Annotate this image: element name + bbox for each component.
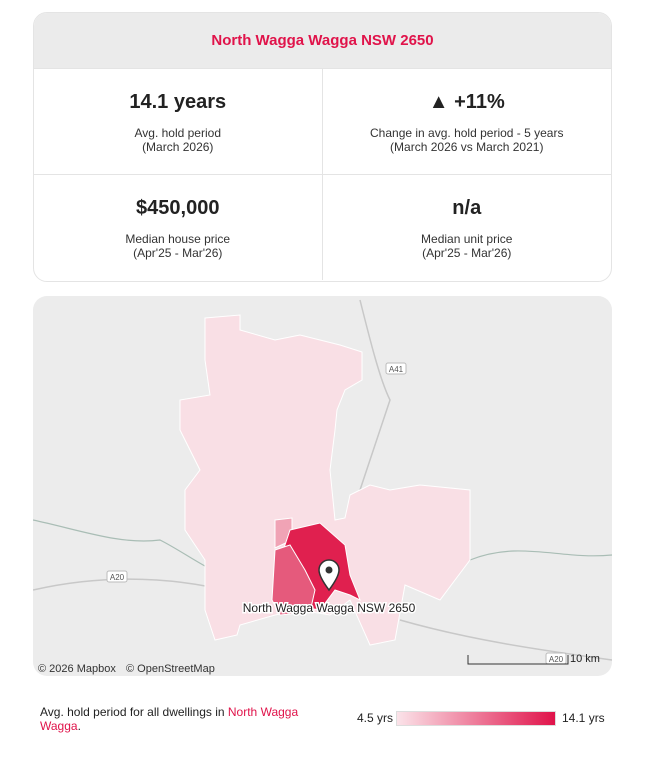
stat-value: $450,000 [136,197,220,219]
stat-sublabel: (Apr'25 - Mar'26) [422,246,512,260]
road-label: A41 [389,365,404,374]
region [271,544,316,616]
scale-bar [467,655,569,665]
region [179,314,471,646]
legend-highlight: North Wagga Wagga [40,705,299,733]
scale-label: 10 km [570,653,600,665]
title: North Wagga Wagga NSW 2650 [34,13,611,68]
legend-min: 4.5 yrs [357,711,394,725]
stat-label: Median house price [125,232,231,246]
stat-sublabel: (March 2026 vs March 2021) [390,140,544,154]
stat-label: Avg. hold period [134,126,221,140]
stat-label: Change in avg. hold period - 5 years [370,126,564,140]
attribution[interactable]: © 2026 Mapbox [38,663,116,675]
attribution[interactable]: © OpenStreetMap [126,663,215,675]
stat-cell: ▲ +11% Change in avg. hold period - 5 yea… [322,68,611,174]
stats-grid: 14.1 years Avg. hold period (March 2026) ▲ … [34,68,611,280]
legend-max: 14.1 yrs [562,711,605,725]
stat-sublabel: (Apr'25 - Mar'26) [133,246,223,260]
road [359,299,391,491]
stat-value: 14.1 years [129,91,227,113]
pin [318,559,340,592]
stats-card: North Wagga Wagga NSW 2650 14.1 years Avg… [33,12,612,282]
pin-dot [325,566,333,574]
road-label: A20 [110,573,125,582]
legend-text-end: . [77,719,81,733]
legend-gradient [396,711,556,726]
legend-text: Avg. hold period for all dwellings in No… [40,705,330,733]
stat-value: ▲ +11% [428,91,505,113]
stat-label: Median unit price [421,232,513,246]
map-svg: North Wagga Wagga NSW 2650 A41 A20 A20 ©… [33,296,612,676]
place-label: North Wagga Wagga NSW 2650 [243,601,416,615]
stat-value: n/a [452,197,482,219]
stat-cell: 14.1 years Avg. hold period (March 2026) [34,68,323,174]
stat-cell: n/a Median unit price (Apr'25 - Mar'26) [322,174,611,280]
stat-cell: $450,000 Median house price (Apr'25 - Mar'… [34,174,323,280]
map[interactable]: North Wagga Wagga NSW 2650 A41 A20 A20 ©… [33,296,612,676]
legend-text-part: Avg. hold period for all dwellings in [40,705,228,719]
stat-sublabel: (March 2026) [142,140,214,154]
road-label: A20 [549,655,564,664]
